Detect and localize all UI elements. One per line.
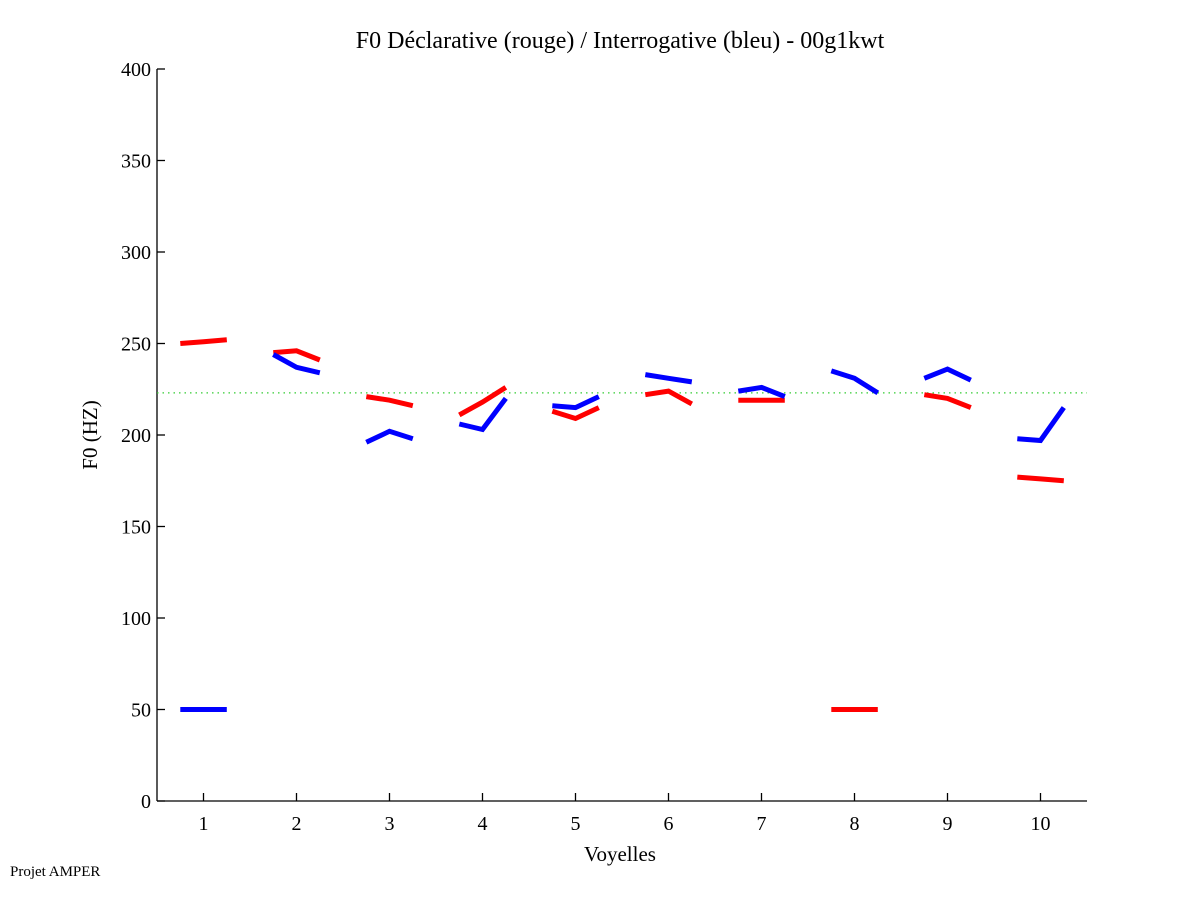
declarative-segment-vowel-9 <box>923 392 972 410</box>
declarative-series <box>180 337 1065 712</box>
y-tick-label: 50 <box>131 700 151 722</box>
interrogative-segment-vowel-4 <box>458 396 508 433</box>
chart-title: F0 Déclarative (rouge) / Interrogative (… <box>356 28 885 54</box>
y-tick-label: 400 <box>121 59 151 81</box>
y-tick-label: 100 <box>121 608 151 630</box>
x-tick-label: 7 <box>757 813 767 835</box>
declarative-segment-vowel-5 <box>551 405 600 422</box>
y-tick-label: 350 <box>121 151 151 173</box>
x-axis-label: Voyelles <box>584 842 656 866</box>
declarative-segment-vowel-2 <box>273 348 321 363</box>
declarative-segment-vowel-6 <box>644 388 694 407</box>
interrogative-series <box>180 352 1066 712</box>
series-group <box>180 337 1066 712</box>
x-tick-label: 1 <box>199 813 209 835</box>
declarative-segment-vowel-4 <box>458 385 508 418</box>
interrogative-segment-vowel-8 <box>830 368 880 396</box>
declarative-segment-vowel-10 <box>1017 474 1065 484</box>
interrogative-segment-vowel-6 <box>644 372 693 385</box>
x-tick-label: 8 <box>850 813 860 835</box>
interrogative-segment-vowel-10 <box>1017 406 1066 444</box>
interrogative-segment-vowel-3 <box>365 428 414 445</box>
x-tick-label: 5 <box>571 813 581 835</box>
x-tick-label: 4 <box>478 813 488 835</box>
interrogative-segment-vowel-2 <box>272 352 321 376</box>
axes: 0 50 100 150 200 250 300 350 400 1 2 3 4 5 6 7 8 9 10 <box>121 59 1087 835</box>
y-tick-label: 300 <box>121 242 151 264</box>
credit-text: Projet AMPER <box>10 864 101 880</box>
interrogative-segment-vowel-9 <box>923 366 972 383</box>
interrogative-segment-vowel-7 <box>737 384 786 399</box>
y-axis-label: F0 (HZ) <box>78 400 102 469</box>
x-tick-label: 3 <box>385 813 395 835</box>
y-tick-label: 150 <box>121 517 151 539</box>
y-tick-label: 250 <box>121 334 151 356</box>
x-tick-label: 9 <box>943 813 953 835</box>
declarative-segment-vowel-3 <box>365 394 414 409</box>
x-tick-label: 10 <box>1031 813 1051 835</box>
x-tick-label: 2 <box>292 813 302 835</box>
x-tick-label: 6 <box>664 813 674 835</box>
y-tick-label: 200 <box>121 425 151 447</box>
y-tick-label: 0 <box>141 791 151 813</box>
interrogative-segment-vowel-5 <box>552 394 600 411</box>
declarative-segment-vowel-1 <box>180 337 228 346</box>
